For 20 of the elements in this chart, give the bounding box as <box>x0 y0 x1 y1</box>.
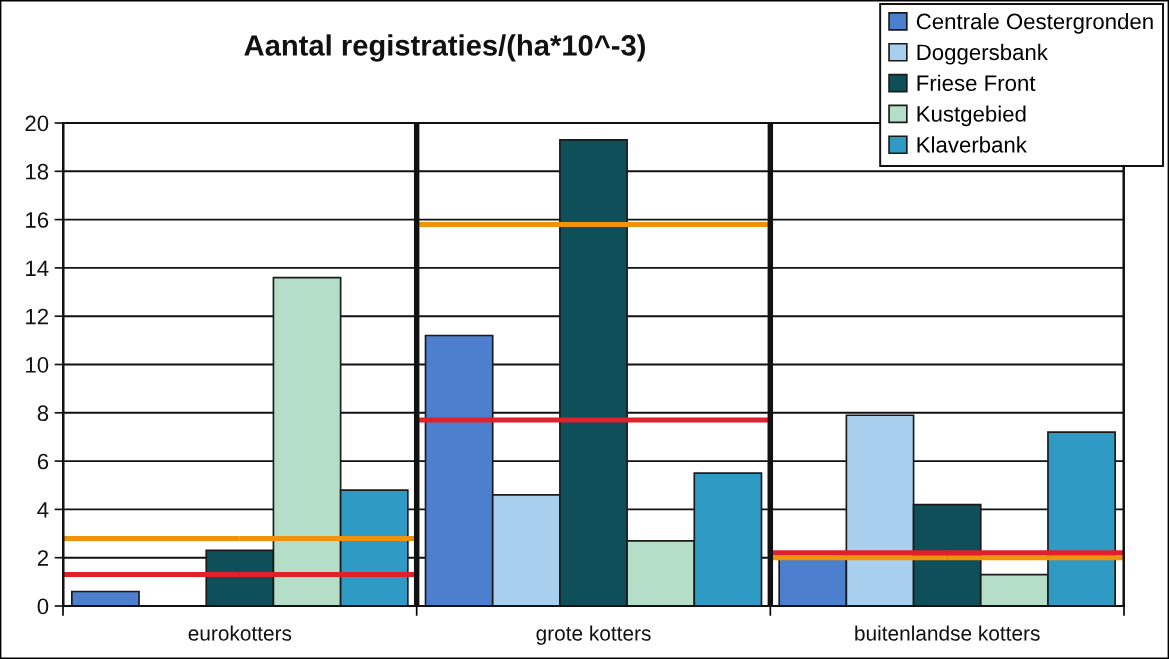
y-tick-label: 2 <box>37 550 48 566</box>
y-tick-label: 20 <box>25 115 49 132</box>
y-tick-label: 8 <box>37 405 49 422</box>
chart-title: Aantal registraties/(ha*10^-3) <box>244 34 645 62</box>
y-tick-label: 10 <box>26 357 49 373</box>
y-tick-label: 0 <box>37 598 49 615</box>
legend-label: Kustgebied <box>917 105 1026 127</box>
y-tick-label: 18 <box>26 163 49 180</box>
y-tick-label: 14 <box>26 260 49 276</box>
y-tick-label: 12 <box>26 308 48 325</box>
y-tick-label: 6 <box>37 453 49 470</box>
legend-label: Klaverbank <box>917 136 1027 153</box>
x-tick-label: grote kotters <box>536 625 651 645</box>
x-tick-label: buitenlandse kotters <box>855 625 1040 641</box>
legend-label: Friese Front <box>917 74 1036 91</box>
legend-label: Centrale Oestergronden <box>916 13 1153 34</box>
y-tick-label: 16 <box>26 212 49 228</box>
x-tick-label: eurokotters <box>188 625 292 641</box>
y-tick-label: 4 <box>37 502 49 518</box>
legend-label: Doggersbank <box>917 43 1048 65</box>
